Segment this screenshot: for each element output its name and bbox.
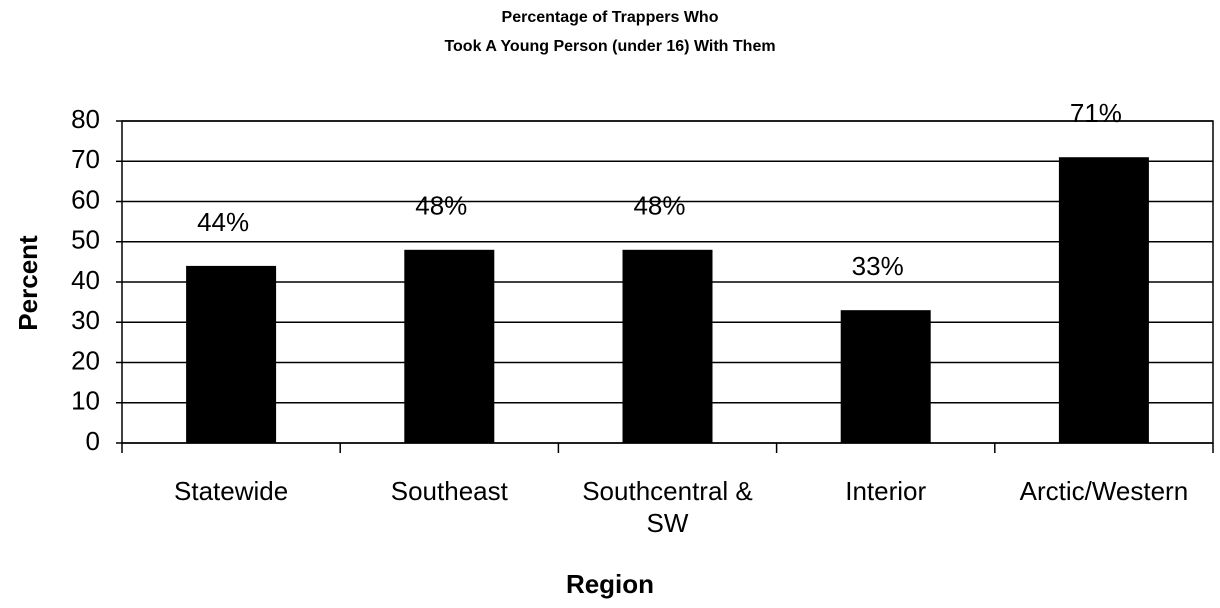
x-tick-label: Statewide (174, 476, 289, 506)
chart-title: Took A Young Person (under 16) With Them (444, 38, 775, 55)
x-axis-label: Region (566, 569, 654, 599)
bar (186, 265, 277, 443)
y-tick-label: 60 (71, 184, 100, 214)
bar (1058, 157, 1149, 443)
data-label: 44% (197, 207, 249, 237)
bar (404, 249, 495, 443)
data-label: 48% (633, 191, 685, 221)
y-tick-label: 50 (71, 225, 100, 255)
y-tick-label: 10 (71, 386, 100, 416)
x-tick-label: Southeast (390, 476, 508, 506)
y-tick-label: 20 (71, 345, 100, 375)
y-tick-label: 30 (71, 305, 100, 335)
data-label: 71% (1070, 98, 1122, 128)
y-tick-label: 80 (71, 104, 100, 134)
data-label: 48% (415, 191, 467, 221)
data-label: 33% (852, 251, 904, 281)
y-axis-label: Percent (13, 235, 43, 331)
y-tick-label: 40 (71, 265, 100, 295)
bar (840, 310, 931, 443)
x-tick-label: Arctic/Western (1019, 476, 1189, 506)
y-tick-label: 0 (86, 426, 100, 456)
x-tick-label: Interior (845, 476, 927, 506)
bar (622, 249, 713, 443)
chart-title: Percentage of Trappers Who (502, 9, 719, 26)
y-tick-label: 70 (71, 144, 100, 174)
x-tick-label: Southcentral & SW (582, 476, 753, 538)
